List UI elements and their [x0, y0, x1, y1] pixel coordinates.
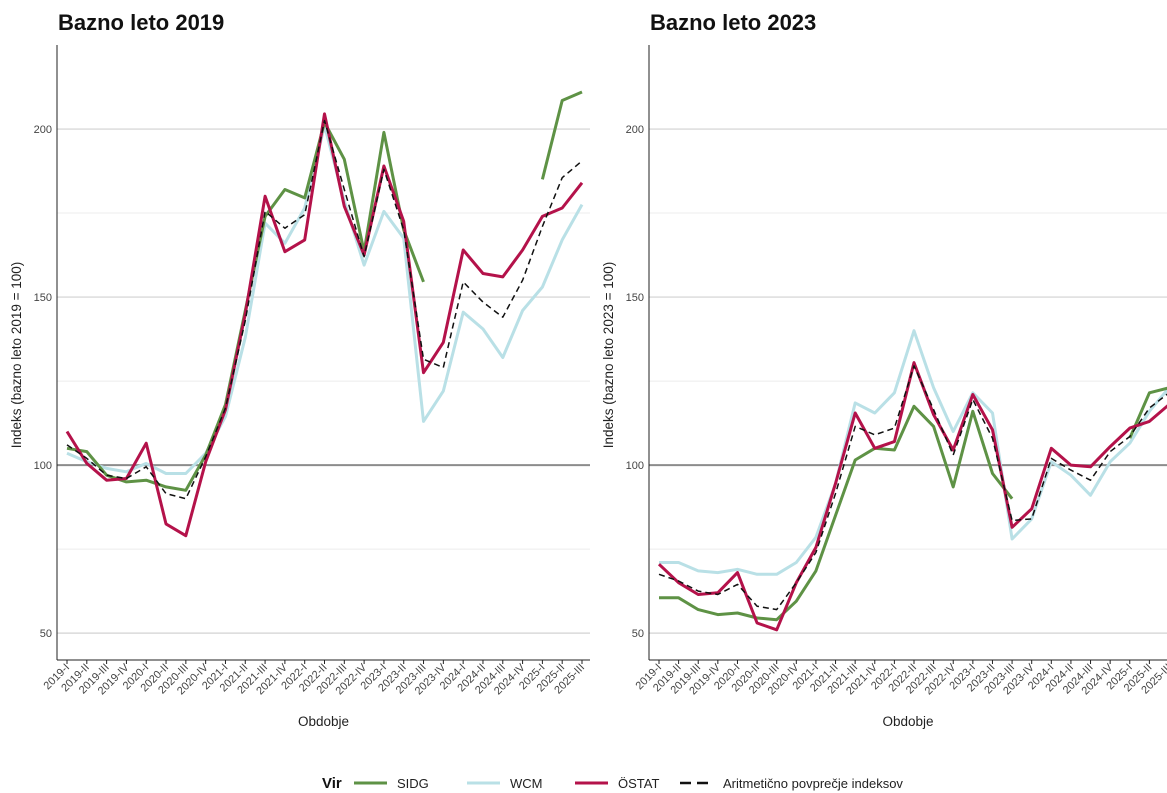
y-tick-label: 50 — [632, 628, 644, 640]
y-tick-label: 100 — [34, 460, 52, 472]
series-line-sidg — [540, 90, 583, 180]
chart-panel-2019: 501001502002019-I2019-II2019-III2019-IV2… — [9, 45, 590, 729]
legend-label: SIDG — [397, 776, 429, 791]
legend-title: Vir — [322, 775, 342, 792]
y-tick-label: 100 — [626, 460, 644, 472]
legend: Vir SIDG WCM ÖSTAT Aritmetično povprečje ind… — [322, 775, 903, 792]
series-line-wcm — [659, 329, 1167, 576]
series-line--stat — [657, 361, 1167, 632]
legend-label: WCM — [510, 776, 543, 791]
y-tick-label: 50 — [40, 628, 52, 640]
series-line--stat — [65, 112, 584, 538]
series-line-aritmetično-povprečje-indeksov — [66, 119, 583, 500]
y-tick-label: 150 — [626, 292, 644, 304]
x-axis-title: Obdobje — [882, 714, 933, 729]
series-line-sidg — [659, 404, 1014, 622]
x-axis-title: Obdobje — [298, 714, 349, 729]
panel-title-right: Bazno leto 2023 — [650, 10, 817, 35]
y-tick-label: 150 — [34, 292, 52, 304]
panel-title-left: Bazno leto 2019 — [58, 10, 225, 35]
legend-label: ÖSTAT — [618, 776, 659, 791]
y-axis-title: Indeks (bazno leto 2023 = 100) — [601, 262, 616, 449]
series-line-aritmetično-povprečje-indeksov — [658, 365, 1167, 611]
y-tick-label: 200 — [34, 124, 52, 136]
legend-label: Aritmetično povprečje indeksov — [723, 776, 903, 791]
chart-panel-2023: 501001502002019-I2019-II2019-III2019-IV2… — [601, 45, 1167, 729]
y-tick-label: 200 — [626, 124, 644, 136]
series-line-sidg — [1128, 386, 1167, 439]
y-axis-title: Indeks (bazno leto 2019 = 100) — [9, 262, 24, 449]
series-line-wcm — [66, 124, 584, 475]
